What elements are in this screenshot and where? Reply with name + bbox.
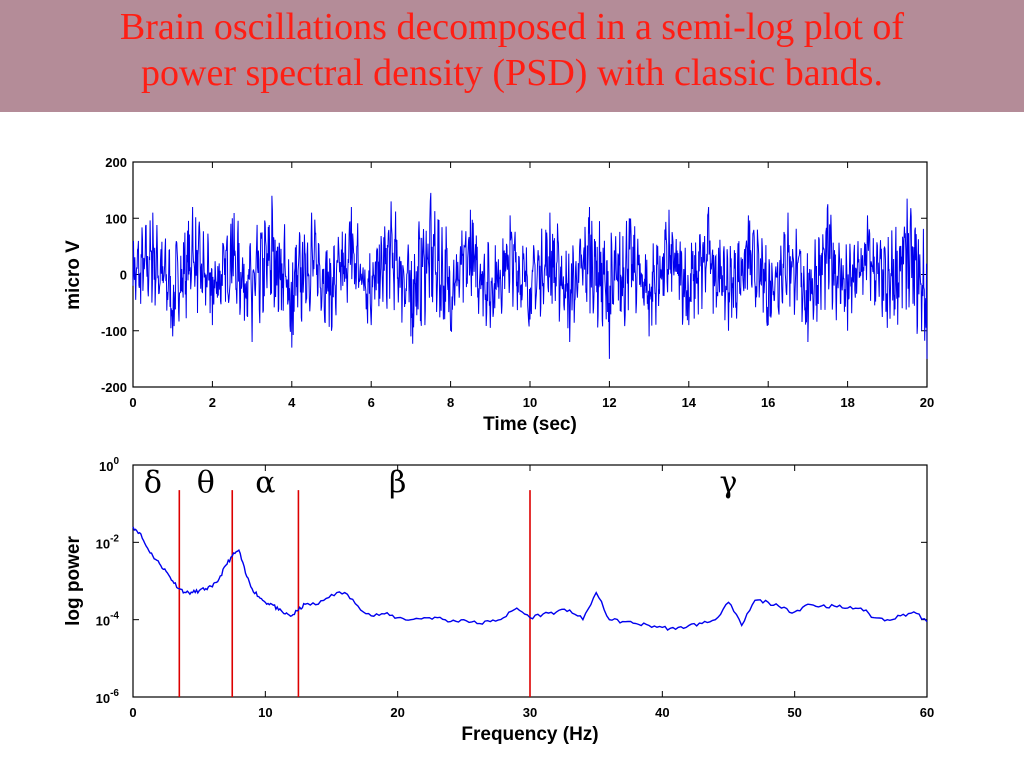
slide-title-line-2: power spectral density (PSD) with classi…	[141, 52, 883, 94]
psd-y-tick-label: 10-4	[96, 611, 120, 629]
time-x-tick-label: 16	[761, 395, 775, 410]
time-x-tick-label: 20	[920, 395, 934, 410]
time-y-tick-label: -200	[101, 380, 127, 395]
band-label: δ	[144, 465, 162, 500]
psd-x-tick-label: 30	[523, 705, 537, 720]
eeg-signal-line	[132, 192, 928, 359]
time-x-tick-label: 4	[288, 395, 296, 410]
psd-y-tick-base: 10	[96, 536, 110, 551]
title-banner: Brain oscillations decomposed in a semi-…	[0, 0, 1024, 112]
psd-spectrum-line	[132, 526, 928, 631]
time-x-tick-label: 14	[682, 395, 697, 410]
time-x-tick-label: 10	[523, 395, 537, 410]
psd-y-tick-label: 10-6	[96, 688, 120, 706]
psd-y-tick-exponent: -4	[110, 611, 119, 622]
psd-y-axis-label: log power	[63, 536, 84, 626]
time-y-tick-label: -100	[101, 324, 127, 339]
psd-y-tick-base: 10	[96, 614, 110, 629]
psd-x-tick-label: 20	[390, 705, 404, 720]
time-x-tick-label: 18	[840, 395, 854, 410]
time-x-tick-label: 0	[129, 395, 136, 410]
psd-y-tick-label: 10-2	[96, 533, 120, 551]
time-x-tick-label: 12	[602, 395, 616, 410]
slide-title-line-1: Brain oscillations decomposed in a semi-…	[119, 6, 905, 48]
psd-y-tick-base: 10	[99, 459, 113, 474]
psd-x-tick-label: 0	[129, 705, 136, 720]
psd-x-axis-label: Frequency (Hz)	[461, 724, 598, 745]
band-label: θ	[197, 465, 215, 500]
slide-title: Brain oscillations decomposed in a semi-…	[0, 4, 1024, 96]
time-x-tick-label: 6	[368, 395, 375, 410]
psd-y-tick-exponent: 0	[113, 456, 119, 467]
time-x-tick-label: 8	[447, 395, 454, 410]
time-y-axis-label: micro V	[63, 240, 84, 310]
psd-x-tick-label: 60	[920, 705, 934, 720]
psd-y-tick-exponent: -2	[110, 533, 119, 544]
psd-x-tick-label: 40	[655, 705, 669, 720]
time-x-axis-label: Time (sec)	[483, 414, 577, 435]
time-x-tick-label: 2	[209, 395, 216, 410]
psd-x-tick-label: 10	[258, 705, 272, 720]
psd-y-tick-label: 100	[99, 456, 119, 474]
psd-y-tick-base: 10	[96, 691, 110, 706]
time-y-tick-label: 0	[120, 268, 127, 283]
psd-axis-ticks	[132, 464, 928, 698]
psd-y-tick-exponent: -6	[110, 688, 119, 699]
time-y-tick-label: 200	[105, 155, 127, 170]
time-y-tick-label: 100	[105, 211, 127, 226]
time-axis-tick-labels: 0 2 4 6 8 10 12 14 16 18 20 200 100 0 -100 -200	[101, 155, 934, 410]
band-label: γ	[720, 465, 738, 500]
psd-x-tick-label: 50	[787, 705, 801, 720]
band-label: β	[389, 465, 406, 500]
band-label: α	[255, 465, 275, 500]
